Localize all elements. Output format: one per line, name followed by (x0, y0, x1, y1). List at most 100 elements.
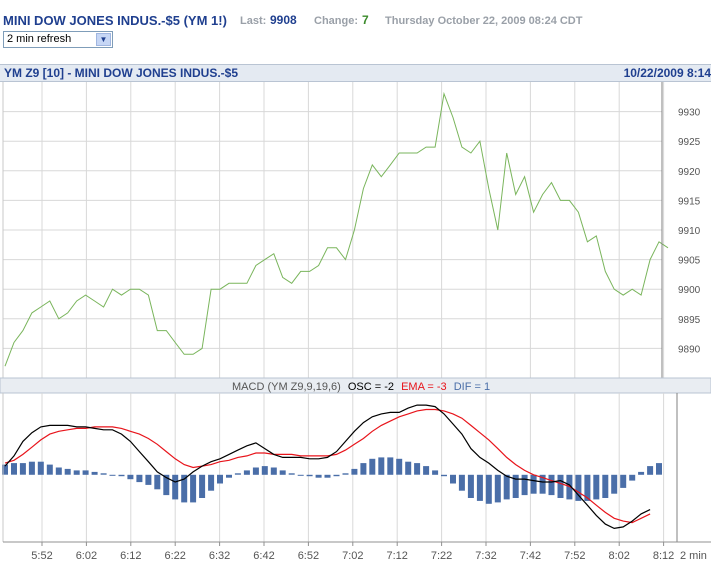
x-tick-label: 8:12 (653, 550, 674, 562)
macd-histogram-bar (136, 474, 143, 483)
price-y-tick-label: 9930 (678, 108, 701, 119)
macd-histogram-bar (73, 470, 80, 475)
macd-histogram-bar (19, 463, 26, 475)
macd-histogram-bar (64, 468, 71, 475)
macd-histogram-bar (181, 474, 188, 503)
price-macd-chart: 9890 9895 9900 9905 9910 9915 9920 9925 9930 MAC… (0, 82, 711, 562)
refresh-selected-value: 2 min refresh (7, 33, 72, 45)
macd-histogram-bar (342, 473, 349, 475)
price-y-tick-label: 9920 (678, 167, 701, 178)
macd-histogram-bar (351, 468, 358, 475)
macd-histogram-bar (494, 474, 501, 503)
macd-ema-line (4, 408, 651, 524)
x-tick-label: 7:12 (386, 550, 407, 562)
x-tick-label: 7:52 (564, 550, 585, 562)
change-label: Change: (314, 15, 358, 27)
chevron-down-icon[interactable]: ▼ (96, 33, 111, 46)
last-label: Last: (240, 15, 267, 27)
x-tick-label: 8:02 (608, 550, 629, 562)
macd-histogram-bar (629, 474, 636, 481)
x-tick-label: 6:52 (298, 550, 319, 562)
quote-title: MINI DOW JONES INDUS.-$5 (YM 1!) (3, 13, 227, 28)
macd-dif-label: DIF = 1 (454, 381, 490, 393)
macd-histogram-bar (154, 474, 161, 490)
macd-histogram-bar (100, 473, 107, 475)
time-x-axis: 5:52 6:02 6:12 6:22 6:32 6:42 6:52 7:02 7:12 7:22… (31, 542, 707, 562)
macd-histogram-bar (378, 457, 385, 475)
macd-histogram-bar (458, 474, 465, 491)
macd-histogram-bar (217, 474, 223, 484)
price-y-tick-label: 9925 (678, 137, 701, 148)
macd-histogram-bar (611, 474, 618, 494)
chart-header-title: YM Z9 [10] - MINI DOW JONES INDUS.-$5 (4, 66, 239, 80)
macd-histogram-bar (252, 467, 259, 475)
price-y-tick-label: 9915 (678, 196, 701, 207)
macd-histogram-bar (414, 463, 421, 475)
macd-histogram-bar (638, 471, 645, 475)
macd-histogram-bar (2, 464, 8, 475)
macd-histogram-bar (423, 466, 430, 475)
macd-histogram-bar (593, 474, 600, 500)
macd-histogram-bar (28, 461, 35, 475)
quote-timestamp: Thursday October 22, 2009 08:24 CDT (385, 15, 583, 27)
macd-ema-label: EMA = -3 (401, 381, 447, 393)
macd-histogram-bar (647, 466, 654, 475)
macd-dif-line (4, 404, 651, 530)
price-y-tick-label: 9905 (678, 256, 701, 267)
macd-histogram-bar (118, 474, 125, 477)
price-y-tick-label: 9890 (678, 344, 701, 355)
macd-histogram-bar (288, 473, 295, 475)
macd-histogram-bar (243, 470, 250, 475)
macd-histogram-bar (575, 474, 582, 501)
x-tick-label: 5:52 (31, 550, 52, 562)
macd-histogram-bar (145, 474, 152, 485)
x-axis-unit-label: 2 min (680, 550, 707, 562)
macd-histogram-bar (37, 461, 44, 475)
macd-histogram-bar (306, 474, 313, 477)
macd-histogram-bar (539, 474, 546, 494)
macd-histogram-bar (109, 474, 116, 476)
macd-histogram-bar (557, 474, 564, 498)
x-tick-label: 7:32 (475, 550, 496, 562)
macd-histogram-bar (512, 474, 519, 498)
macd-histogram-bar (55, 467, 62, 475)
macd-histogram-bar (11, 463, 17, 475)
macd-histogram-bar (324, 474, 331, 478)
quote-bar: MINI DOW JONES INDUS.-$5 (YM 1!) Last: 9… (0, 0, 711, 30)
macd-histogram-bar (584, 474, 591, 501)
macd-osc-label: OSC = -2 (348, 381, 394, 393)
x-tick-label: 6:12 (120, 550, 141, 562)
macd-histogram-bar (467, 474, 474, 498)
macd-histogram-bar (620, 474, 627, 488)
macd-histogram-bar (548, 474, 555, 496)
macd-histogram-bar (405, 461, 412, 475)
macd-grid (41, 393, 665, 542)
macd-histogram-bar (476, 474, 483, 501)
macd-histogram-bar (369, 458, 376, 475)
macd-histogram-bar (602, 474, 609, 498)
macd-histogram-bar (503, 474, 510, 500)
macd-histogram-bar (163, 474, 170, 496)
chart-header-date: 10/22/2009 8:14 (623, 66, 711, 80)
macd-histogram-bar (450, 474, 456, 484)
last-value: 9908 (270, 13, 297, 27)
macd-histogram-bar (279, 470, 286, 475)
macd-histogram-bar (199, 474, 206, 498)
macd-histogram-bar (387, 457, 394, 475)
macd-histogram-bar (190, 474, 197, 503)
macd-histogram-bar (315, 474, 322, 478)
macd-histogram-bar (270, 467, 277, 475)
macd-histogram-bar (521, 474, 528, 496)
macd-title: MACD (YM Z9,9,19,6) OSC = -2 EMA = -3 DI… (232, 381, 490, 393)
macd-histogram-bar (530, 474, 537, 494)
price-y-tick-label: 9910 (678, 226, 701, 237)
price-grid (3, 82, 665, 378)
macd-title-bar (0, 377, 711, 394)
x-tick-label: 7:42 (520, 550, 541, 562)
x-tick-label: 6:02 (76, 550, 97, 562)
macd-histogram-bar (432, 470, 439, 475)
price-line (4, 91, 669, 367)
x-tick-label: 6:22 (164, 550, 185, 562)
macd-histogram-bar (441, 474, 447, 477)
refresh-select[interactable]: 2 min refresh ▼ (3, 31, 113, 48)
